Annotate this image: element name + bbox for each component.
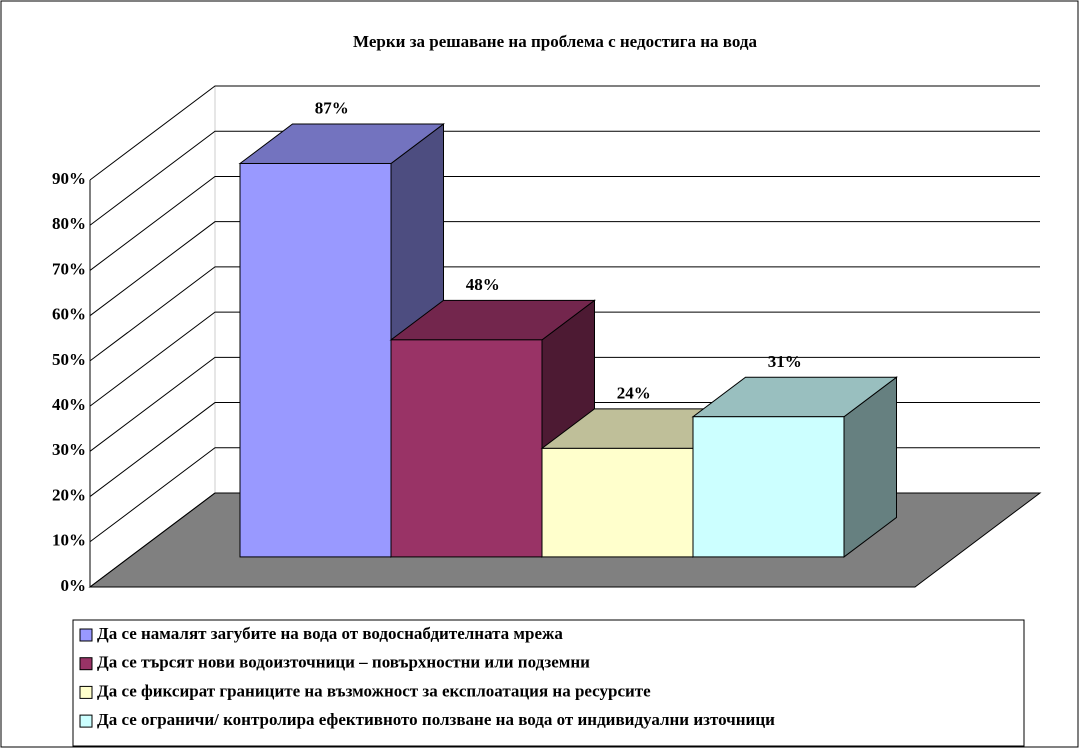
y-tick-label: 0% (61, 576, 87, 595)
data-label: 24% (617, 384, 651, 403)
grid-line (89, 85, 1040, 181)
legend-label: Да се търсят нови водоизточници – повърх… (97, 653, 590, 672)
grid-line (89, 356, 1040, 452)
bar (541, 447, 694, 558)
legend-swatch (79, 657, 93, 671)
legend-swatch (79, 685, 93, 699)
grid-line (89, 175, 1040, 271)
y-tick-label: 50% (52, 350, 86, 369)
y-tick-label: 20% (52, 485, 86, 504)
bar (692, 416, 845, 558)
data-label: 87% (315, 99, 349, 118)
legend-label: Да се ограничи/ контролира ефективното п… (97, 710, 775, 729)
legend-box (72, 619, 1025, 747)
data-label: 48% (466, 275, 500, 294)
legend-label: Да се фиксират границите на възможност з… (97, 681, 651, 700)
y-tick-label: 80% (52, 214, 86, 233)
legend-swatch (79, 714, 93, 728)
y-tick-label: 10% (52, 531, 86, 550)
y-tick-label: 70% (52, 259, 86, 278)
y-tick-label: 60% (52, 305, 86, 324)
y-tick-label: 30% (52, 440, 86, 459)
grid-line (89, 221, 1040, 317)
bar (390, 339, 543, 558)
legend-label: Да се намалят загубите на вода от водосн… (97, 624, 563, 643)
bar (239, 162, 392, 558)
grid-line (89, 130, 1040, 226)
y-tick-label: 90% (52, 169, 86, 188)
grid-line (89, 311, 1040, 407)
chart-title: Мерки за решаване на проблема с недостиг… (353, 32, 757, 51)
y-tick-label: 40% (52, 395, 86, 414)
legend-swatch (79, 628, 93, 642)
data-label: 31% (768, 352, 802, 371)
grid-line (89, 266, 1040, 362)
